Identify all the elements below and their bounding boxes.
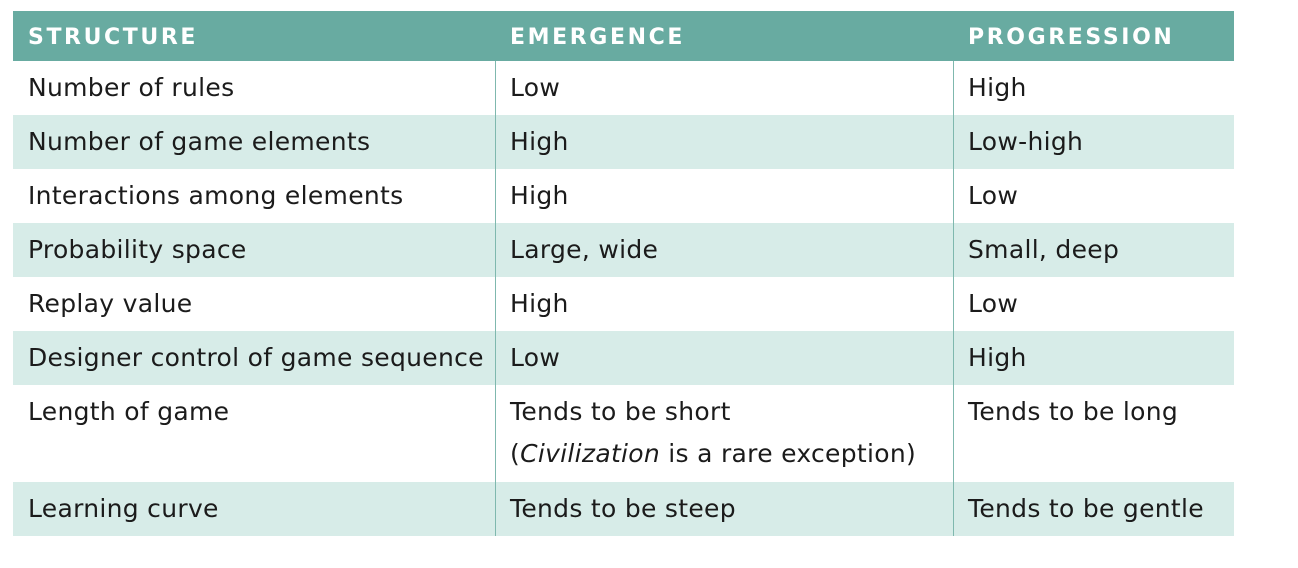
emergence-cell: Tends to be short (Civilization is a rar… bbox=[495, 385, 953, 482]
emergence-cell: Low bbox=[495, 61, 953, 115]
progression-cell: Low bbox=[953, 169, 1234, 223]
progression-cell: Small, deep bbox=[953, 223, 1234, 277]
table-header-row: STRUCTURE EMERGENCE PROGRESSION bbox=[13, 11, 1234, 61]
progression-cell: High bbox=[953, 331, 1234, 385]
emergence-cell: Tends to be steep bbox=[495, 482, 953, 536]
progression-cell: Tends to be gentle bbox=[953, 482, 1234, 536]
structure-cell: Designer control of game sequence bbox=[28, 343, 484, 372]
table-row: Learning curve Tends to be steep Tends t… bbox=[13, 482, 1234, 536]
note-game-title: Civilization bbox=[520, 439, 661, 468]
emergence-cell: High bbox=[495, 277, 953, 331]
structure-cell: Probability space bbox=[28, 235, 247, 264]
table-row: Length of game Tends to be short (Civili… bbox=[13, 385, 1234, 482]
table-row: Interactions among elements High Low bbox=[13, 169, 1234, 223]
structure-cell: Learning curve bbox=[28, 494, 219, 523]
emergence-note: (Civilization is a rare exception) bbox=[510, 433, 953, 475]
table-row: Designer control of game sequence Low Hi… bbox=[13, 331, 1234, 385]
comparison-table: STRUCTURE EMERGENCE PROGRESSION Number o… bbox=[13, 11, 1234, 536]
column-header-emergence: EMERGENCE bbox=[510, 25, 685, 50]
emergence-cell: High bbox=[495, 115, 953, 169]
progression-cell: Low-high bbox=[953, 115, 1234, 169]
progression-cell: Tends to be long bbox=[953, 385, 1234, 482]
note-rest-text: is a rare exception) bbox=[660, 439, 917, 468]
table-row: Probability space Large, wide Small, dee… bbox=[13, 223, 1234, 277]
structure-cell: Interactions among elements bbox=[28, 181, 404, 210]
structure-cell: Replay value bbox=[28, 289, 193, 318]
note-open-paren: ( bbox=[510, 439, 521, 468]
progression-cell: Low bbox=[953, 277, 1234, 331]
emergence-cell: Large, wide bbox=[495, 223, 953, 277]
structure-cell: Length of game bbox=[28, 397, 230, 426]
progression-cell: High bbox=[953, 61, 1234, 115]
emergence-main-text: Tends to be short bbox=[510, 397, 731, 426]
table-row: Replay value High Low bbox=[13, 277, 1234, 331]
column-header-structure: STRUCTURE bbox=[28, 25, 199, 50]
emergence-cell: Low bbox=[495, 331, 953, 385]
column-header-progression: PROGRESSION bbox=[968, 25, 1175, 50]
table-row: Number of rules Low High bbox=[13, 61, 1234, 115]
emergence-cell: High bbox=[495, 169, 953, 223]
structure-cell: Number of rules bbox=[28, 73, 235, 102]
table-row: Number of game elements High Low-high bbox=[13, 115, 1234, 169]
structure-cell: Number of game elements bbox=[28, 127, 371, 156]
